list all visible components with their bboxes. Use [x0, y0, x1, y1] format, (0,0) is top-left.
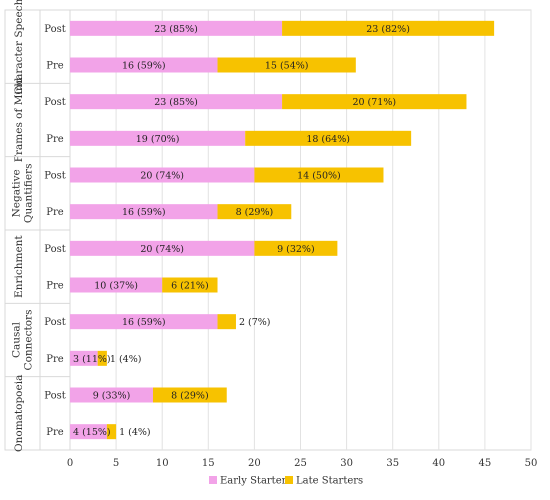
bar-late-starters: [152, 387, 227, 403]
bar-late-starters: [254, 240, 338, 256]
data-label-late: 1 (4%): [119, 427, 151, 438]
legend-label-late: Late Starters: [296, 476, 363, 487]
group-label: NegativeQuantifiers: [10, 164, 34, 224]
bar-late-starters: [245, 130, 412, 146]
x-tick-label: 5: [113, 458, 119, 469]
group-label-line: Connectors: [22, 310, 34, 371]
x-tick-label: 10: [156, 458, 169, 469]
group-label: Frames of Mind: [13, 77, 25, 162]
bar-early-starters: [70, 94, 283, 110]
bar-early-starters: [70, 387, 153, 403]
bar-late-starters: [282, 20, 495, 36]
data-label-early: 20 (74%): [140, 244, 184, 255]
row-label: Pre: [46, 61, 64, 72]
row-label: Pre: [46, 427, 64, 438]
row-label: Pre: [46, 354, 64, 365]
data-label-late: 23 (82%): [366, 24, 410, 35]
bar-early-starters: [70, 240, 255, 256]
row-label: Post: [44, 244, 66, 255]
bar-early-starters: [70, 20, 283, 36]
data-label-late: 20 (71%): [352, 97, 396, 108]
row-label: Post: [44, 24, 66, 35]
group-label: CausalConnectors: [10, 310, 34, 371]
bar-early-starters: [70, 57, 218, 73]
data-label-early: 23 (85%): [154, 24, 198, 35]
x-tick-label: 50: [525, 458, 538, 469]
data-label-early: 23 (85%): [154, 97, 198, 108]
data-label-late: 15 (54%): [265, 61, 309, 72]
bar-early-starters: [70, 314, 218, 330]
group-label: Onomatopoeia: [13, 375, 25, 452]
data-label-late: 8 (29%): [171, 391, 209, 402]
x-tick-label: 0: [67, 458, 73, 469]
x-tick-label: 25: [294, 458, 307, 469]
row-label: Pre: [46, 134, 64, 145]
x-tick-label: 35: [386, 458, 399, 469]
data-label-early: 4 (15%): [73, 427, 111, 438]
x-tick-label: 30: [340, 458, 353, 469]
plot-frame: [4, 9, 532, 451]
row-label: Pre: [46, 281, 64, 292]
row-label: Post: [44, 391, 66, 402]
bar-late-starters: [162, 277, 218, 293]
data-label-early: 3 (11%): [73, 354, 111, 365]
data-label-late: 2 (7%): [239, 317, 271, 328]
data-label-early: 20 (74%): [140, 171, 184, 182]
bar-late-starters: [217, 314, 236, 330]
bar-late-starters: [217, 204, 292, 220]
group-label: Enrichment: [13, 235, 25, 298]
data-label-early: 16 (59%): [122, 207, 166, 218]
row-label: Post: [44, 171, 66, 182]
data-label-early: 9 (33%): [93, 391, 131, 402]
bar-late-starters: [97, 350, 107, 366]
bar-late-starters: [254, 167, 384, 183]
x-tick-label: 20: [248, 458, 261, 469]
bar-early-starters: [70, 350, 98, 366]
legend-swatch-late: [285, 476, 293, 484]
bar-late-starters: [217, 57, 356, 73]
x-tick-label: 15: [202, 458, 215, 469]
data-label-late: 9 (32%): [277, 244, 315, 255]
bar-early-starters: [70, 204, 218, 220]
data-label-late: 8 (29%): [236, 207, 274, 218]
data-label-late: 18 (64%): [306, 134, 350, 145]
row-label: Post: [44, 317, 66, 328]
row-label: Post: [44, 97, 66, 108]
x-tick-label: 45: [479, 458, 492, 469]
data-label-early: 10 (37%): [94, 281, 138, 292]
bar-early-starters: [70, 277, 163, 293]
bar-late-starters: [282, 94, 467, 110]
group-label-line: Negative: [10, 169, 22, 217]
group-label-line: Quantifiers: [22, 164, 34, 224]
bar-late-starters: [106, 424, 117, 440]
row-label: Pre: [46, 207, 64, 218]
bar-early-starters: [70, 167, 255, 183]
group-label-line: Causal: [10, 321, 22, 358]
bar-early-starters: [70, 130, 246, 146]
x-tick-label: 40: [432, 458, 445, 469]
data-label-late: 14 (50%): [297, 171, 341, 182]
data-label-early: 16 (59%): [122, 61, 166, 72]
legend-label-early: Early Starters: [220, 476, 292, 487]
bar-early-starters: [70, 424, 107, 440]
legend-swatch-early: [209, 476, 217, 484]
data-label-early: 16 (59%): [122, 317, 166, 328]
data-label-late: 1 (4%): [110, 354, 142, 365]
group-label: Character Speech: [13, 0, 25, 95]
legend: Early Starters Late Starters: [209, 476, 363, 487]
data-label-early: 19 (70%): [136, 134, 180, 145]
data-label-late: 6 (21%): [171, 281, 209, 292]
